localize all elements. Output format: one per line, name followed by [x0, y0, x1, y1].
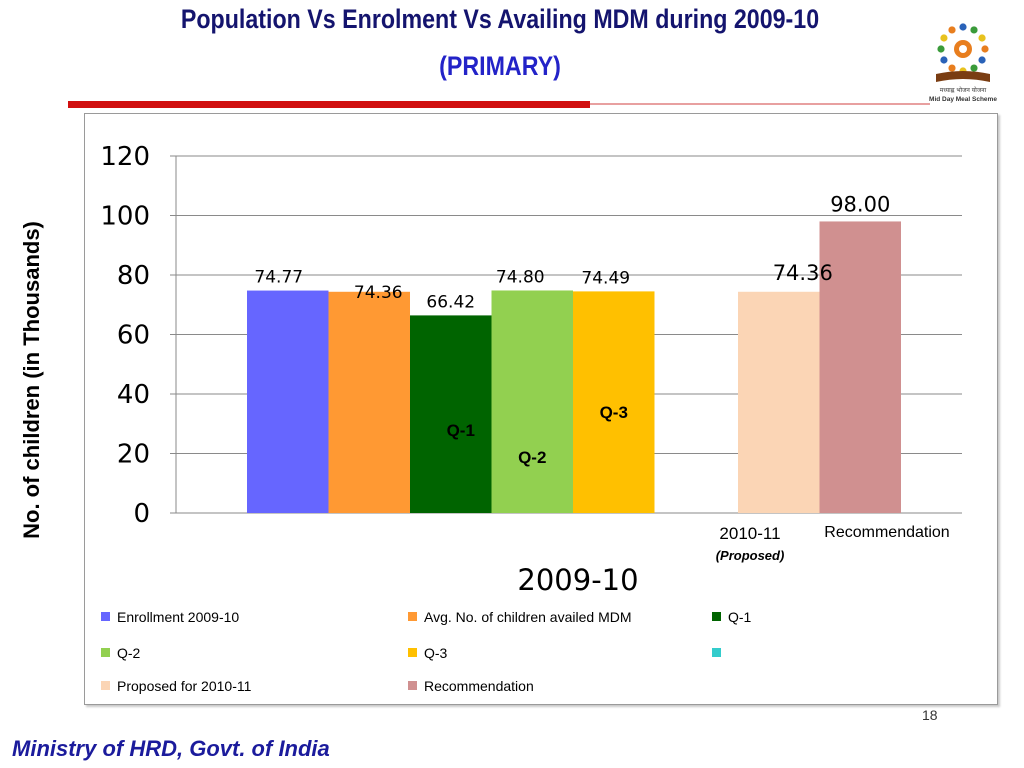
legend-swatch	[101, 612, 110, 621]
legend-swatch	[408, 648, 417, 657]
bar	[819, 221, 901, 513]
bar	[738, 291, 820, 513]
data-label: 74.36	[773, 261, 833, 285]
page-number: 18	[922, 707, 938, 723]
title-underline-thin	[590, 103, 930, 105]
category-label-recommendation: Recommendation	[824, 524, 949, 541]
y-tick-label: 40	[117, 380, 150, 410]
logo-ring-figure	[970, 26, 978, 34]
legend-swatch	[101, 681, 110, 690]
quarter-label: Q-2	[518, 448, 546, 467]
y-tick-label: 120	[100, 142, 150, 172]
legend-entry: Proposed for 2010-11	[117, 678, 252, 694]
legend-entry: Q-2	[117, 645, 141, 661]
logo-ring-figure	[978, 34, 986, 42]
logo-ring-figure	[940, 56, 948, 64]
category-labels: 2009-10 2010-11 (Proposed) Recommendation	[517, 524, 949, 597]
data-label: 74.36	[354, 283, 403, 303]
logo-ring-figure	[981, 45, 989, 53]
data-label: 74.77	[254, 268, 303, 288]
legend-entry: Q-1	[728, 609, 752, 625]
bars	[247, 221, 901, 513]
logo-ring-figure	[959, 23, 967, 31]
category-sublabel-proposed: (Proposed)	[716, 548, 785, 563]
category-label-2010-11: 2010-11	[719, 524, 780, 543]
y-tick-labels: 0 20 40 60 80 100 120	[100, 142, 150, 529]
bar	[247, 290, 329, 513]
bar	[328, 291, 410, 513]
legend-swatch	[408, 612, 417, 621]
data-label: 74.49	[581, 268, 630, 288]
mdm-logo-icon: मध्याह्न भोजन योजना Mid Day Meal Scheme	[929, 23, 997, 103]
y-tick-label: 80	[117, 261, 150, 291]
quarter-label: Q-1	[447, 421, 475, 440]
bar	[491, 290, 573, 513]
y-tick-label: 60	[117, 321, 150, 351]
legend: Enrollment 2009-10 Avg. No. of children a…	[101, 609, 752, 694]
logo-ring-figure	[940, 34, 948, 42]
data-labels: 74.77 74.36 66.42 Q-1 74.80 Q-2 74.49 Q-3 74.36 9…	[254, 192, 890, 467]
logo-ring-figure	[978, 56, 986, 64]
bar	[410, 315, 492, 513]
y-tick-label: 0	[133, 499, 150, 529]
category-label-2009-10: 2009-10	[517, 563, 638, 597]
title-underline	[68, 101, 590, 108]
legend-entry: Enrollment 2009-10	[117, 609, 239, 625]
legend-swatch	[101, 648, 110, 657]
slide-subtitle: (PRIMARY)	[439, 51, 561, 81]
legend-swatch	[408, 681, 417, 690]
logo-ring-figure	[937, 45, 945, 53]
data-label: 66.42	[426, 292, 475, 312]
legend-entry: Q-3	[424, 645, 448, 661]
bar	[573, 291, 655, 513]
logo-text: मध्याह्न भोजन योजना	[940, 86, 987, 94]
y-tick-label: 20	[117, 440, 150, 470]
footer-text: Ministry of HRD, Govt. of India	[12, 736, 330, 761]
data-label: 98.00	[830, 192, 890, 216]
logo-ring	[937, 23, 989, 75]
slide-title: Population Vs Enrolment Vs Availing MDM …	[180, 4, 820, 34]
logo-text-en: Mid Day Meal Scheme	[929, 96, 997, 103]
y-tick-label: 100	[100, 202, 150, 232]
legend-swatch	[712, 648, 721, 657]
quarter-label: Q-3	[600, 403, 628, 422]
logo-ring-figure	[970, 64, 978, 72]
logo-ring-figure	[948, 26, 956, 34]
legend-entry: Recommendation	[424, 678, 534, 694]
legend-swatch	[712, 612, 721, 621]
y-axis-label: No. of children (in Thousands)	[19, 221, 44, 539]
logo-ring-figure	[948, 64, 956, 72]
legend-entry: Avg. No. of children availed MDM	[424, 609, 632, 625]
data-label: 74.80	[496, 267, 545, 287]
